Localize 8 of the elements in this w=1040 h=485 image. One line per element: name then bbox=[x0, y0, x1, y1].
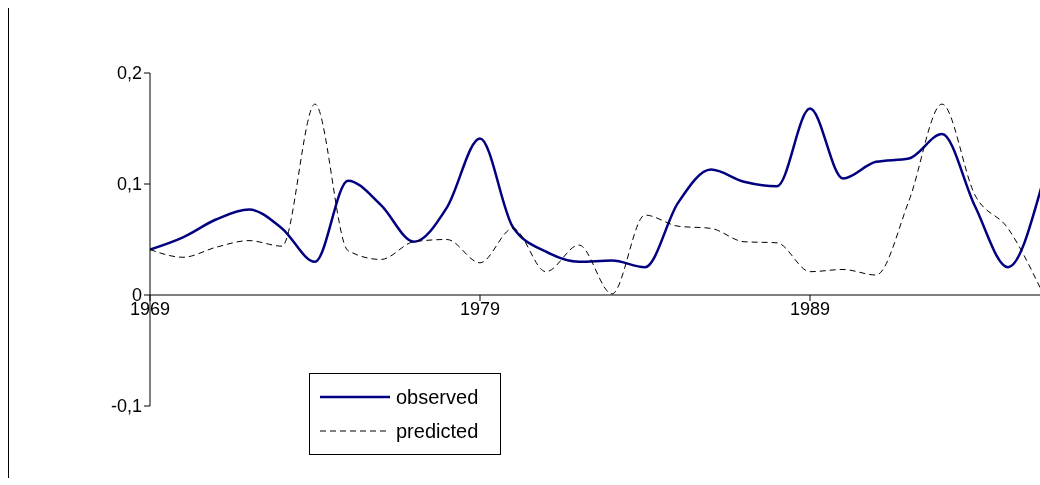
y-tick-label: 0,2 bbox=[116, 63, 142, 84]
y-tick-label: -0,1 bbox=[110, 396, 142, 417]
legend-label: observed bbox=[396, 385, 479, 409]
y-tick-label: 0,1 bbox=[116, 174, 142, 195]
line-series bbox=[150, 107, 1040, 269]
legend-label: predicted bbox=[396, 419, 479, 443]
x-tick-label: 1979 bbox=[459, 299, 501, 319]
x-tick-label: 1989 bbox=[789, 299, 831, 319]
